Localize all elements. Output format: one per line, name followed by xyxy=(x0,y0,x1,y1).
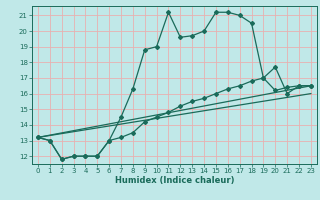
X-axis label: Humidex (Indice chaleur): Humidex (Indice chaleur) xyxy=(115,176,234,185)
